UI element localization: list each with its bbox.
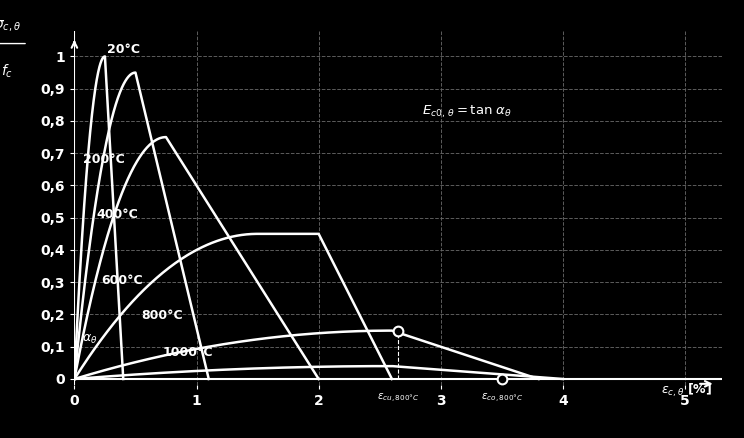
Text: 20°C: 20°C bbox=[107, 43, 141, 56]
Text: 1000°C: 1000°C bbox=[162, 346, 213, 360]
Text: $\alpha_\theta$: $\alpha_\theta$ bbox=[82, 333, 97, 346]
Text: $f_c$: $f_c$ bbox=[1, 63, 13, 80]
Text: $E_{c0,\,\theta} = \tan\,\alpha_\theta$: $E_{c0,\,\theta} = \tan\,\alpha_\theta$ bbox=[423, 103, 513, 120]
Text: $\sigma_{c,\theta}$: $\sigma_{c,\theta}$ bbox=[0, 19, 21, 34]
Text: 400°C: 400°C bbox=[97, 208, 138, 221]
Text: 600°C: 600°C bbox=[101, 274, 143, 287]
Text: $\varepsilon_{c,\theta}$ [%]: $\varepsilon_{c,\theta}$ [%] bbox=[661, 381, 712, 399]
Text: 200°C: 200°C bbox=[83, 153, 125, 166]
Text: $\varepsilon_{cu,800°C}$: $\varepsilon_{cu,800°C}$ bbox=[376, 392, 420, 405]
Text: $\varepsilon_{co,800°C}$: $\varepsilon_{co,800°C}$ bbox=[481, 392, 523, 405]
Text: 800°C: 800°C bbox=[141, 309, 183, 322]
